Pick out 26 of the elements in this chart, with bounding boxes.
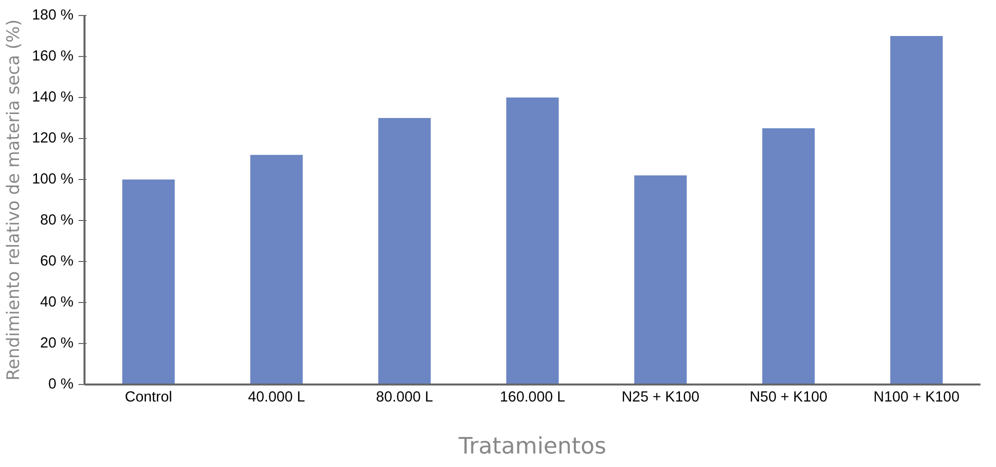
y-tick-label: 60 % bbox=[40, 254, 74, 270]
y-tick-label: 40 % bbox=[40, 294, 74, 310]
y-tick-label: 100 % bbox=[32, 172, 74, 188]
y-tick-label: 120 % bbox=[32, 130, 74, 146]
x-tick-label: N100 + K100 bbox=[874, 390, 960, 406]
x-axis-title: Tratamientos bbox=[458, 434, 606, 460]
bar bbox=[762, 128, 815, 384]
bar bbox=[250, 154, 303, 384]
y-tick-label: 20 % bbox=[40, 336, 74, 352]
bar bbox=[634, 175, 687, 384]
y-tick-label: 140 % bbox=[32, 90, 74, 106]
y-tick-label: 180 % bbox=[32, 8, 74, 24]
x-tick-label: N25 + K100 bbox=[622, 390, 700, 406]
x-tick-label: 160.000 L bbox=[500, 390, 566, 406]
bar bbox=[378, 118, 431, 384]
x-tick-label: 80.000 L bbox=[376, 390, 434, 406]
y-tick-label: 80 % bbox=[40, 212, 74, 228]
y-axis-title: Rendimiento relativo de materia seca (%) bbox=[4, 19, 24, 381]
bar bbox=[890, 36, 943, 384]
x-tick-label: 40.000 L bbox=[248, 390, 306, 406]
x-tick-label: N50 + K100 bbox=[750, 390, 828, 406]
y-tick-label: 0 % bbox=[48, 376, 74, 392]
bar bbox=[122, 180, 175, 384]
x-tick-label: Control bbox=[124, 390, 172, 406]
y-tick-label: 160 % bbox=[32, 48, 74, 64]
bar bbox=[506, 98, 559, 384]
